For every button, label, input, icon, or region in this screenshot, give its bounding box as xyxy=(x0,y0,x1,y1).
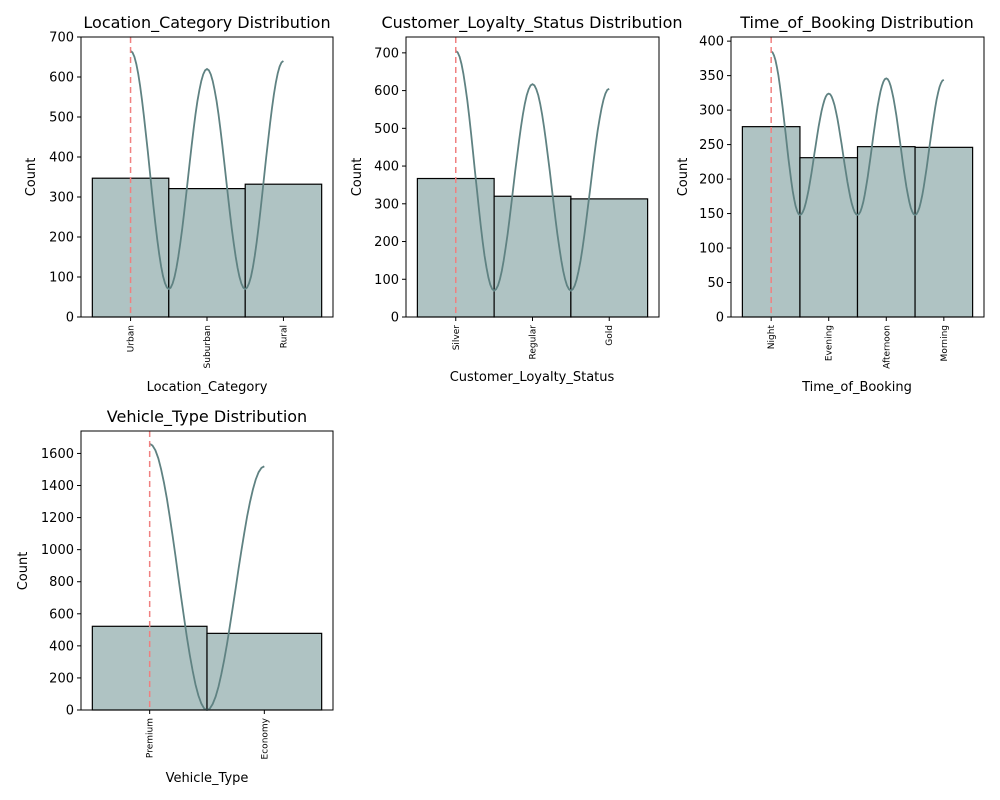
y-tick-label: 600 xyxy=(49,607,74,622)
kde-line xyxy=(130,50,284,291)
y-tick-label: 300 xyxy=(699,104,724,119)
y-tick-label: 100 xyxy=(49,271,74,286)
kde-line xyxy=(770,50,945,216)
y-tick-label: 200 xyxy=(374,235,399,250)
y-tick-label: 200 xyxy=(699,173,724,188)
x-axis-label: Time_of_Booking xyxy=(801,380,912,395)
bar-premium xyxy=(91,625,208,711)
y-tick-label: 0 xyxy=(66,311,74,326)
x-tick-label-regular: Regular xyxy=(529,325,539,360)
chart-customer-loyalty-status: Customer_Loyalty_Status Distribution Cus… xyxy=(350,13,683,385)
chart-title: Vehicle_Type Distribution xyxy=(107,407,307,427)
x-tick-label-silver: Silver xyxy=(452,325,462,351)
y-tick-label: 500 xyxy=(374,122,399,137)
chart-time-of-booking: Time_of_Booking Distribution Time_of_Boo… xyxy=(676,13,985,395)
bar-gold xyxy=(570,198,649,318)
x-tick-label-economy: Economy xyxy=(260,717,270,759)
y-tick-label: 500 xyxy=(49,111,74,126)
plot-area: 0 100 200 300 400 500 600 700 Urban Suburban Rural xyxy=(49,31,334,368)
x-tick-label-rural: Rural xyxy=(279,325,289,348)
y-tick-label: 300 xyxy=(374,197,399,212)
bar-morning xyxy=(914,146,974,318)
y-tick-label: 400 xyxy=(374,160,399,175)
axes-frame xyxy=(730,36,985,318)
bar-evening xyxy=(799,157,859,318)
x-tick-label-morning: Morning xyxy=(940,325,950,361)
y-tick-label: 0 xyxy=(716,311,724,326)
y-tick-label: 0 xyxy=(66,704,74,719)
plot-area: 0 50 100 150 200 250 300 350 400 Night Evening Afte… xyxy=(699,35,985,369)
y-tick-label: 1600 xyxy=(41,447,74,462)
x-axis-label: Location_Category xyxy=(147,380,268,395)
y-tick-label: 50 xyxy=(707,276,724,291)
x-tick-label-afternoon: Afternoon xyxy=(882,325,892,369)
bar-afternoon xyxy=(856,146,916,318)
chart-title: Customer_Loyalty_Status Distribution xyxy=(381,13,682,33)
y-tick-label: 150 xyxy=(699,207,724,222)
x-tick-label-urban: Urban xyxy=(127,325,137,352)
plot-area: 0 100 200 300 400 500 600 700 Silver Regular Gold xyxy=(374,36,660,360)
y-axis-label: Count xyxy=(16,552,31,591)
bar-rural xyxy=(244,183,323,318)
x-tick-label-premium: Premium xyxy=(146,718,156,758)
y-tick-label: 400 xyxy=(699,35,724,50)
y-tick-label: 400 xyxy=(49,151,74,166)
bar-economy xyxy=(206,632,323,711)
y-tick-label: 0 xyxy=(391,311,399,326)
y-axis-label: Count xyxy=(350,158,365,197)
y-tick-label: 1000 xyxy=(41,543,74,558)
y-tick-label: 250 xyxy=(699,138,724,153)
chart-location-category: Location_Category Distribution Location_… xyxy=(24,13,334,395)
axes-frame xyxy=(80,430,334,711)
x-tick-label-evening: Evening xyxy=(825,325,835,361)
y-tick-label: 200 xyxy=(49,671,74,686)
x-tick-label-gold: Gold xyxy=(605,325,615,346)
x-axis-label: Vehicle_Type xyxy=(166,771,249,786)
y-tick-label: 800 xyxy=(49,575,74,590)
y-tick-label: 700 xyxy=(49,31,74,46)
chart-title: Location_Category Distribution xyxy=(83,13,330,33)
y-tick-label: 400 xyxy=(49,639,74,654)
bar-suburban xyxy=(168,188,246,318)
y-tick-label: 1400 xyxy=(41,479,74,494)
y-tick-label: 100 xyxy=(374,273,399,288)
y-axis-label: Count xyxy=(24,158,39,197)
chart-vehicle-type: Vehicle_Type Distribution Vehicle_Type C… xyxy=(16,407,334,786)
y-tick-label: 100 xyxy=(699,242,724,257)
plot-area: 0 200 400 600 800 1000 1200 1400 1600 Premium Econ… xyxy=(41,430,334,759)
x-tick-label-suburban: Suburban xyxy=(203,325,213,368)
chart-title: Time_of_Booking Distribution xyxy=(739,13,974,33)
x-tick-label-night: Night xyxy=(767,325,777,350)
y-tick-label: 200 xyxy=(49,231,74,246)
y-tick-label: 600 xyxy=(374,84,399,99)
y-tick-label: 600 xyxy=(49,71,74,86)
x-axis-label: Customer_Loyalty_Status xyxy=(450,370,615,385)
y-tick-label: 1200 xyxy=(41,511,74,526)
y-tick-label: 300 xyxy=(49,191,74,206)
y-tick-label: 700 xyxy=(374,46,399,61)
bar-regular xyxy=(493,195,572,318)
y-tick-label: 350 xyxy=(699,69,724,84)
kde-line xyxy=(455,50,610,292)
y-axis-label: Count xyxy=(676,158,691,197)
